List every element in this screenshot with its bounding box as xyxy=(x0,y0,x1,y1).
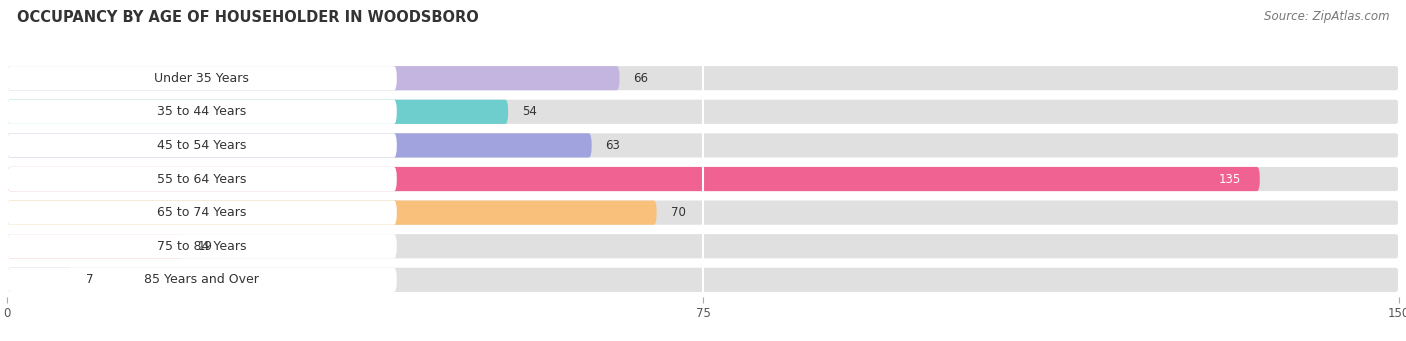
Text: 66: 66 xyxy=(633,72,648,85)
Text: 63: 63 xyxy=(606,139,620,152)
FancyBboxPatch shape xyxy=(7,234,1399,258)
FancyBboxPatch shape xyxy=(7,66,620,90)
Text: 75 to 84 Years: 75 to 84 Years xyxy=(157,240,246,253)
FancyBboxPatch shape xyxy=(7,201,1399,225)
FancyBboxPatch shape xyxy=(7,100,1399,124)
Text: 65 to 74 Years: 65 to 74 Years xyxy=(157,206,246,219)
FancyBboxPatch shape xyxy=(7,133,592,158)
Text: 45 to 54 Years: 45 to 54 Years xyxy=(157,139,246,152)
FancyBboxPatch shape xyxy=(7,100,508,124)
FancyBboxPatch shape xyxy=(7,100,396,124)
Text: OCCUPANCY BY AGE OF HOUSEHOLDER IN WOODSBORO: OCCUPANCY BY AGE OF HOUSEHOLDER IN WOODS… xyxy=(17,10,478,25)
FancyBboxPatch shape xyxy=(7,268,396,292)
Text: Source: ZipAtlas.com: Source: ZipAtlas.com xyxy=(1264,10,1389,23)
FancyBboxPatch shape xyxy=(7,66,396,90)
Text: 35 to 44 Years: 35 to 44 Years xyxy=(157,105,246,118)
Text: Under 35 Years: Under 35 Years xyxy=(155,72,249,85)
Text: 135: 135 xyxy=(1219,173,1241,186)
FancyBboxPatch shape xyxy=(7,234,396,258)
FancyBboxPatch shape xyxy=(7,167,1399,191)
FancyBboxPatch shape xyxy=(7,268,72,292)
FancyBboxPatch shape xyxy=(7,201,396,225)
FancyBboxPatch shape xyxy=(7,167,1260,191)
Text: 55 to 64 Years: 55 to 64 Years xyxy=(157,173,246,186)
Text: 19: 19 xyxy=(197,240,212,253)
FancyBboxPatch shape xyxy=(7,66,1399,90)
FancyBboxPatch shape xyxy=(7,133,396,158)
Text: 7: 7 xyxy=(86,273,93,286)
FancyBboxPatch shape xyxy=(7,133,1399,158)
Text: 70: 70 xyxy=(671,206,685,219)
Text: 85 Years and Over: 85 Years and Over xyxy=(145,273,259,286)
FancyBboxPatch shape xyxy=(7,167,396,191)
FancyBboxPatch shape xyxy=(7,201,657,225)
FancyBboxPatch shape xyxy=(7,234,183,258)
Text: 54: 54 xyxy=(522,105,537,118)
FancyBboxPatch shape xyxy=(7,268,1399,292)
